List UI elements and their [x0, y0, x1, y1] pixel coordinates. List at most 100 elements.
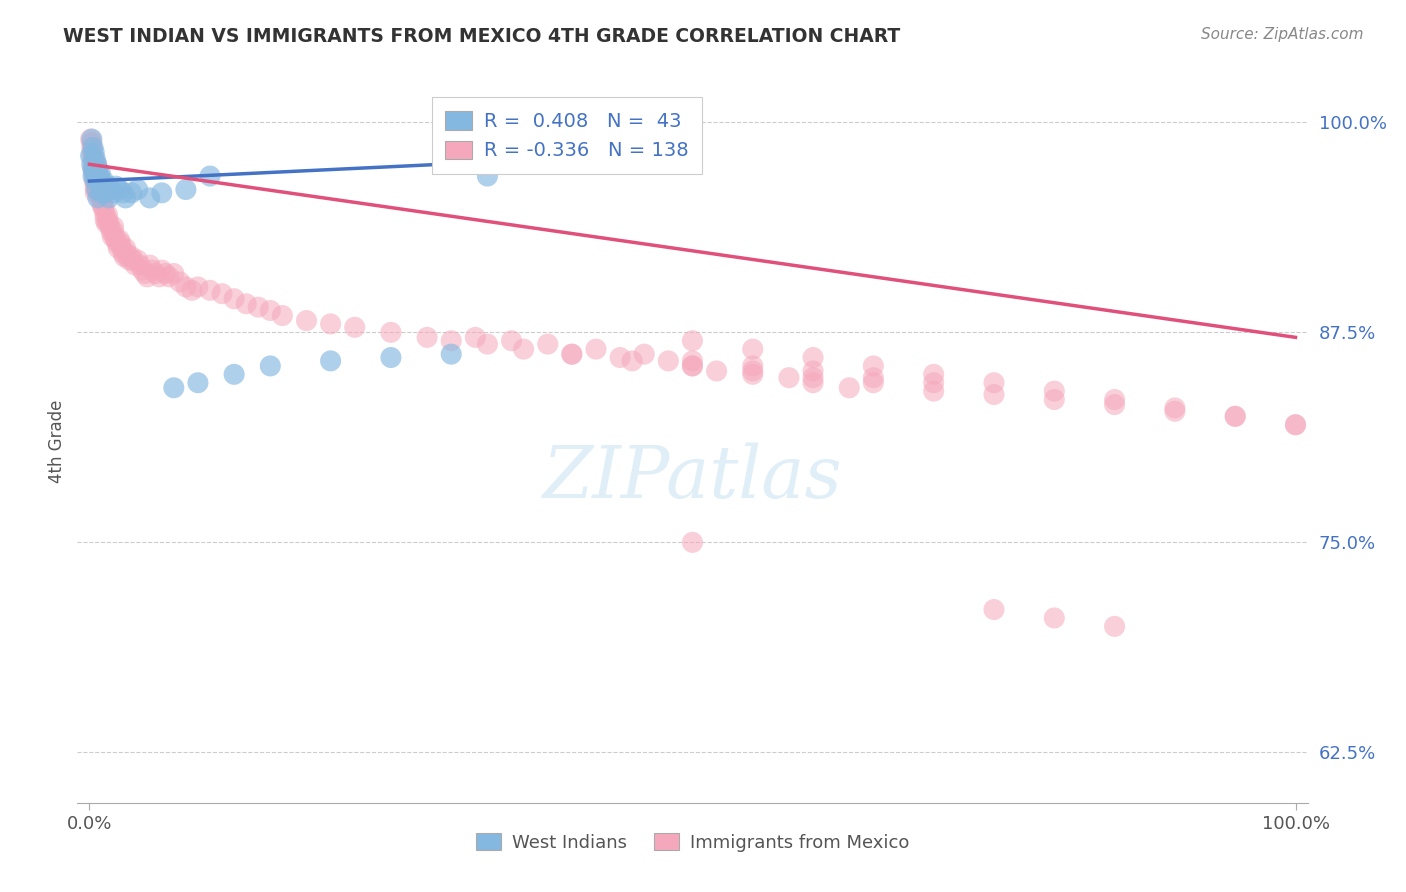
Point — [84, 174, 107, 188]
Point — [247, 300, 270, 314]
Point — [259, 359, 281, 373]
Point — [87, 166, 110, 180]
Point — [124, 258, 146, 272]
Point — [138, 191, 160, 205]
Point — [1104, 392, 1126, 407]
Point — [103, 186, 125, 200]
Point — [1043, 392, 1066, 407]
Point — [741, 342, 763, 356]
Point — [91, 182, 114, 196]
Point — [585, 342, 607, 356]
Point — [87, 169, 110, 183]
Point — [114, 191, 136, 205]
Point — [862, 376, 884, 390]
Point — [100, 182, 122, 196]
Point — [1104, 398, 1126, 412]
Point — [90, 191, 112, 205]
Point — [86, 169, 108, 183]
Point — [295, 313, 318, 327]
Point — [96, 208, 118, 222]
Point — [82, 162, 104, 177]
Point — [922, 384, 945, 398]
Point — [155, 267, 177, 281]
Point — [224, 292, 246, 306]
Point — [104, 233, 127, 247]
Point — [86, 157, 108, 171]
Point — [633, 347, 655, 361]
Point — [108, 182, 131, 196]
Point — [129, 258, 152, 272]
Point — [127, 182, 149, 196]
Point — [87, 179, 110, 194]
Point — [163, 267, 186, 281]
Point — [82, 157, 104, 171]
Point — [922, 376, 945, 390]
Point — [187, 376, 209, 390]
Point — [150, 186, 173, 200]
Point — [94, 212, 117, 227]
Point — [416, 330, 439, 344]
Point — [561, 347, 583, 361]
Point — [96, 216, 118, 230]
Point — [80, 140, 103, 154]
Point — [121, 186, 143, 200]
Point — [138, 258, 160, 272]
Point — [83, 166, 105, 180]
Point — [90, 186, 112, 200]
Point — [1284, 417, 1306, 432]
Point — [198, 283, 221, 297]
Point — [91, 191, 114, 205]
Point — [148, 269, 170, 284]
Point — [682, 354, 704, 368]
Point — [79, 132, 101, 146]
Point — [94, 186, 117, 200]
Point — [983, 602, 1005, 616]
Point — [86, 182, 108, 196]
Point — [80, 157, 103, 171]
Point — [224, 368, 246, 382]
Point — [87, 174, 110, 188]
Point — [983, 376, 1005, 390]
Point — [112, 186, 135, 200]
Point — [741, 368, 763, 382]
Point — [107, 241, 129, 255]
Point — [169, 275, 191, 289]
Point — [82, 140, 104, 154]
Point — [80, 145, 103, 160]
Text: ZIPatlas: ZIPatlas — [543, 442, 842, 513]
Point — [93, 199, 115, 213]
Point — [82, 153, 104, 167]
Point — [682, 359, 704, 373]
Point — [477, 337, 499, 351]
Point — [477, 169, 499, 183]
Point — [561, 347, 583, 361]
Point — [501, 334, 523, 348]
Point — [741, 359, 763, 373]
Point — [1043, 384, 1066, 398]
Point — [1225, 409, 1247, 424]
Point — [98, 219, 121, 234]
Point — [82, 149, 104, 163]
Point — [118, 253, 141, 268]
Point — [87, 162, 110, 177]
Point — [114, 241, 136, 255]
Point — [862, 359, 884, 373]
Text: WEST INDIAN VS IMMIGRANTS FROM MEXICO 4TH GRADE CORRELATION CHART: WEST INDIAN VS IMMIGRANTS FROM MEXICO 4T… — [63, 27, 900, 45]
Point — [84, 179, 107, 194]
Point — [862, 370, 884, 384]
Point — [319, 317, 342, 331]
Point — [89, 189, 111, 203]
Point — [150, 263, 173, 277]
Point — [141, 263, 163, 277]
Point — [90, 174, 112, 188]
Point — [104, 179, 127, 194]
Point — [104, 229, 127, 244]
Point — [801, 351, 824, 365]
Point — [83, 174, 105, 188]
Point — [198, 169, 221, 183]
Point — [80, 132, 103, 146]
Point — [1164, 404, 1187, 418]
Point — [87, 191, 110, 205]
Point — [82, 162, 104, 177]
Y-axis label: 4th Grade: 4th Grade — [48, 400, 66, 483]
